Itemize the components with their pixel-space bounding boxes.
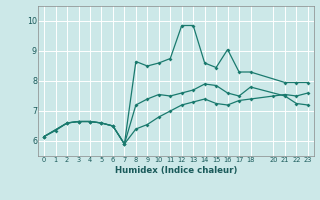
X-axis label: Humidex (Indice chaleur): Humidex (Indice chaleur) [115,166,237,175]
